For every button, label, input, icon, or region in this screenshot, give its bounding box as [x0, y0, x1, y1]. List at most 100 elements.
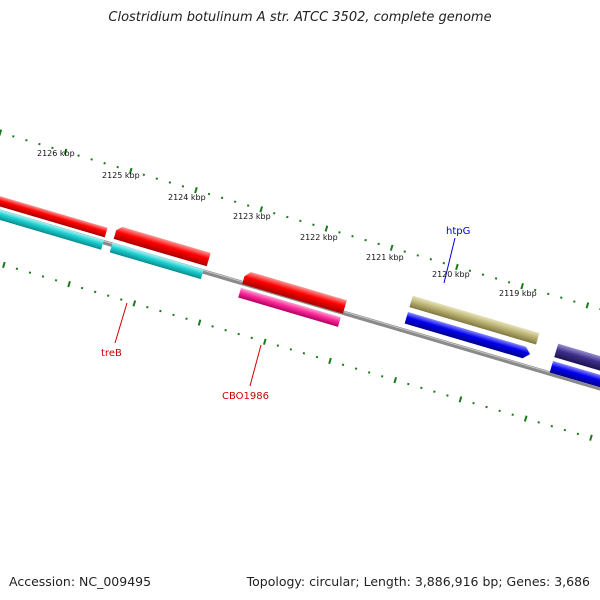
inner-ruler-minor-tick	[211, 325, 214, 328]
inner-ruler-minor-tick	[54, 279, 58, 282]
inner-ruler-major-tick	[393, 376, 398, 384]
outer-ruler-minor-tick	[25, 139, 28, 142]
inner-ruler-major-tick	[2, 261, 6, 269]
outer-ruler-minor-tick	[220, 196, 224, 200]
inner-ruler-major-tick	[132, 300, 137, 307]
outer-ruler-minor-tick	[116, 165, 119, 169]
genome-summary-text: Topology: circular; Length: 3,886,916 bp…	[246, 574, 590, 589]
inner-ruler-minor-tick	[15, 267, 19, 271]
outer-ruler-minor-tick	[246, 204, 250, 207]
inner-ruler-minor-tick	[80, 286, 84, 290]
tick-label-2125: 2125 kbp	[102, 171, 140, 180]
inner-ruler-minor-tick	[511, 413, 514, 416]
outer-ruler-major-tick	[259, 206, 264, 213]
tick-label-2119: 2119 kbp	[499, 289, 537, 298]
inner-ruler-minor-tick	[485, 405, 488, 409]
outer-ruler-minor-tick	[546, 292, 550, 296]
inner-ruler-minor-tick	[93, 290, 97, 294]
outer-ruler-minor-tick	[207, 192, 211, 196]
outer-ruler-minor-tick	[90, 158, 93, 161]
feature-cyan-left-1[interactable]	[0, 204, 104, 250]
outer-ruler-minor-tick	[507, 281, 511, 284]
inner-ruler-major-tick	[197, 319, 202, 326]
inner-ruler-minor-tick	[237, 332, 240, 336]
outer-ruler-major-tick	[128, 167, 133, 175]
outer-ruler-minor-tick	[533, 288, 537, 292]
outer-ruler-minor-tick	[299, 219, 302, 223]
gene-label-cbo1986[interactable]: CBO1986	[222, 391, 269, 402]
inner-ruler-major-tick	[458, 396, 463, 403]
outer-ruler-minor-tick	[351, 234, 354, 238]
inner-ruler-minor-tick	[407, 382, 410, 386]
outer-ruler-major-tick	[324, 225, 329, 232]
inner-ruler-minor-tick	[172, 313, 175, 317]
feature-olive-htpg[interactable]	[409, 295, 540, 345]
inner-ruler-minor-tick	[537, 421, 540, 424]
inner-ruler-minor-tick	[185, 317, 188, 320]
outer-ruler-major-tick	[389, 244, 394, 251]
inner-ruler-minor-tick	[367, 371, 371, 374]
inner-ruler-minor-tick	[159, 309, 162, 313]
feature-red-left-1[interactable]	[0, 192, 108, 238]
inner-ruler-major-tick	[328, 357, 332, 365]
gene-label-htpg[interactable]: htpG	[446, 226, 470, 237]
inner-ruler-major-tick	[523, 415, 528, 422]
inner-ruler-minor-tick	[276, 344, 280, 347]
inner-ruler-minor-tick	[380, 375, 384, 378]
inner-ruler-minor-tick	[28, 271, 32, 274]
outer-ruler-minor-tick	[38, 142, 41, 146]
feature-magenta-cbo1986[interactable]	[238, 287, 341, 327]
outer-ruler-minor-tick	[273, 211, 276, 215]
feature-cyan-left-2[interactable]	[109, 242, 204, 280]
tick-label-2120: 2120 kbp	[432, 270, 470, 279]
inner-ruler-minor-tick	[550, 424, 554, 428]
cbo1986-leader-line	[249, 344, 262, 387]
tick-label-2122: 2122 kbp	[300, 233, 338, 242]
outer-ruler-major-tick	[455, 263, 459, 271]
tick-label-2124: 2124 kbp	[168, 193, 206, 202]
inner-ruler-major-tick	[67, 280, 71, 288]
outer-ruler-major-tick	[585, 302, 590, 309]
outer-ruler-minor-tick	[103, 162, 106, 165]
inner-ruler-minor-tick	[472, 401, 475, 405]
outer-ruler-minor-tick	[573, 300, 576, 303]
outer-ruler-minor-tick	[168, 181, 172, 184]
inner-ruler-minor-tick	[563, 428, 567, 432]
inner-ruler-minor-tick	[106, 294, 110, 297]
outer-ruler-minor-tick	[403, 250, 406, 253]
inner-ruler-major-tick	[262, 338, 267, 345]
outer-ruler-minor-tick	[338, 231, 341, 234]
feature-indigo-right[interactable]	[554, 343, 600, 377]
inner-ruler-minor-tick	[250, 336, 253, 340]
outer-ruler-minor-tick	[429, 258, 433, 261]
inner-ruler-minor-tick	[354, 367, 358, 370]
feature-red-left-2[interactable]	[113, 225, 211, 267]
outer-ruler-major-tick	[520, 282, 524, 290]
feature-blue-right[interactable]	[549, 360, 600, 393]
outer-ruler-minor-tick	[12, 135, 15, 138]
outer-ruler-minor-tick	[51, 146, 54, 150]
outer-ruler-major-tick	[63, 148, 68, 155]
outer-ruler-minor-tick	[364, 238, 367, 242]
feature-red-cbo[interactable]	[242, 271, 347, 314]
outer-ruler-minor-tick	[286, 215, 289, 219]
map-title: Clostridium botulinum A str. ATCC 3502, …	[108, 10, 492, 25]
outer-ruler-minor-tick	[181, 185, 185, 188]
inner-ruler-minor-tick	[498, 409, 501, 413]
tick-label-2126: 2126 kbp	[37, 149, 75, 158]
tick-label-2123: 2123 kbp	[233, 212, 271, 221]
outer-ruler-minor-tick	[377, 242, 380, 246]
outer-ruler-minor-tick	[155, 177, 159, 180]
outer-ruler-minor-tick	[416, 254, 420, 257]
htpg-leader-line	[443, 237, 456, 284]
inner-ruler-minor-tick	[576, 432, 580, 436]
feature-blue-htpg[interactable]	[404, 311, 532, 360]
outer-ruler-minor-tick	[494, 277, 498, 280]
tick-label-2121: 2121 kbp	[366, 253, 404, 262]
gene-label-treb[interactable]: treB	[101, 348, 122, 359]
inner-ruler-minor-tick	[420, 386, 423, 390]
inner-ruler-minor-tick	[146, 305, 149, 309]
inner-ruler-minor-tick	[120, 298, 123, 301]
outer-ruler-minor-tick	[560, 296, 563, 299]
